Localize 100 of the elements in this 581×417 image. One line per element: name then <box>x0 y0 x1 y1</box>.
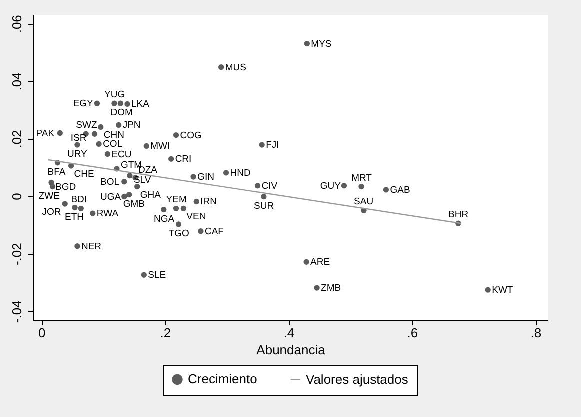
data-label: JOR <box>42 207 62 218</box>
point <box>92 131 98 137</box>
data-label: COG <box>180 130 202 142</box>
data-label: EGY <box>73 98 94 110</box>
x-tick-label: .2 <box>160 326 172 340</box>
data-label: SLE <box>148 270 166 282</box>
point <box>259 142 265 148</box>
data-label: CHN <box>104 130 125 142</box>
point <box>94 100 100 106</box>
data-label: MWI <box>150 141 170 152</box>
point <box>112 100 118 106</box>
data-label: RWA <box>96 208 120 220</box>
data-label: VEN <box>186 212 206 223</box>
x-axis-title: Abundancia <box>256 342 326 358</box>
data-label: NGA <box>154 214 176 225</box>
data-label: BDI <box>71 194 88 206</box>
point <box>116 122 122 128</box>
point <box>141 272 147 278</box>
point <box>78 206 84 212</box>
point <box>118 100 124 106</box>
point <box>50 184 56 190</box>
data-label: BHR <box>448 210 469 221</box>
point <box>122 194 128 200</box>
data-label: CHE <box>74 169 94 180</box>
point <box>124 101 130 108</box>
data-label: BOL <box>100 176 120 188</box>
point <box>190 174 196 180</box>
legend-label: Valores ajustados <box>306 372 409 387</box>
data-label: CIV <box>262 180 278 192</box>
point <box>104 151 111 158</box>
point <box>134 184 140 190</box>
data-label: ETH <box>65 212 84 223</box>
data-label: ZWE <box>38 190 60 202</box>
data-label: HND <box>230 168 251 179</box>
point <box>223 170 230 176</box>
data-label: GMB <box>123 198 146 210</box>
data-label: SAU <box>354 196 374 208</box>
data-label: DOM <box>110 108 133 119</box>
point <box>144 143 150 150</box>
data-label: TGO <box>168 228 190 240</box>
point <box>194 198 200 205</box>
point <box>173 132 180 138</box>
data-label: MYS <box>311 38 332 50</box>
point <box>96 141 102 148</box>
data-label: PAK <box>36 128 56 140</box>
legend-label: Crecimiento <box>188 372 258 387</box>
point <box>168 156 174 162</box>
data-label: ISR <box>70 133 87 144</box>
y-tick-label: .02 <box>10 130 24 148</box>
y-tick-label: -.02 <box>10 243 24 266</box>
data-label: CRI <box>175 154 192 166</box>
point <box>72 204 78 211</box>
data-label: GAB <box>390 184 410 196</box>
data-label: URY <box>68 149 88 160</box>
data-label: MRT <box>352 172 372 184</box>
x-tick-label: .6 <box>407 326 418 340</box>
data-label: JPN <box>122 120 141 132</box>
data-label: BGD <box>56 182 76 193</box>
data-label: CAF <box>204 226 224 238</box>
point <box>314 285 320 291</box>
point <box>304 40 310 47</box>
data-label: UGA <box>100 192 122 203</box>
point <box>341 183 348 189</box>
data-label: YEM <box>166 194 187 206</box>
data-label: GUY <box>320 180 342 192</box>
x-tick-label: .8 <box>530 326 542 340</box>
y-tick-label: .06 <box>10 15 24 34</box>
data-label: ECU <box>112 149 132 160</box>
point <box>485 287 491 293</box>
point <box>198 228 204 234</box>
point <box>127 173 133 179</box>
data-label: SLV <box>134 174 152 186</box>
point <box>218 64 224 70</box>
data-label: BFA <box>48 166 66 178</box>
data-label: ARE <box>310 257 330 268</box>
y-tick-label: -.04 <box>10 300 24 324</box>
point <box>358 184 364 190</box>
data-label: GHA <box>140 190 162 201</box>
point <box>180 206 186 212</box>
data-label: SUR <box>254 200 274 212</box>
y-tick-label: .04 <box>10 72 24 91</box>
data-label: MUS <box>225 62 246 74</box>
point <box>254 183 261 189</box>
data-label: YUG <box>104 90 126 101</box>
data-label: NER <box>81 241 102 252</box>
x-tick-label: .4 <box>284 326 295 340</box>
data-label: SWZ <box>76 120 98 132</box>
point <box>383 187 390 193</box>
data-label: COL <box>103 139 123 150</box>
point <box>126 192 132 198</box>
data-label: FJI <box>266 140 280 152</box>
point <box>74 244 80 250</box>
point <box>304 259 310 265</box>
point <box>161 206 167 213</box>
point <box>173 206 180 212</box>
data-label: ZMB <box>321 283 342 294</box>
point <box>261 194 267 200</box>
data-label: IRN <box>200 196 218 208</box>
point <box>74 142 80 148</box>
data-label: LKA <box>131 99 150 110</box>
